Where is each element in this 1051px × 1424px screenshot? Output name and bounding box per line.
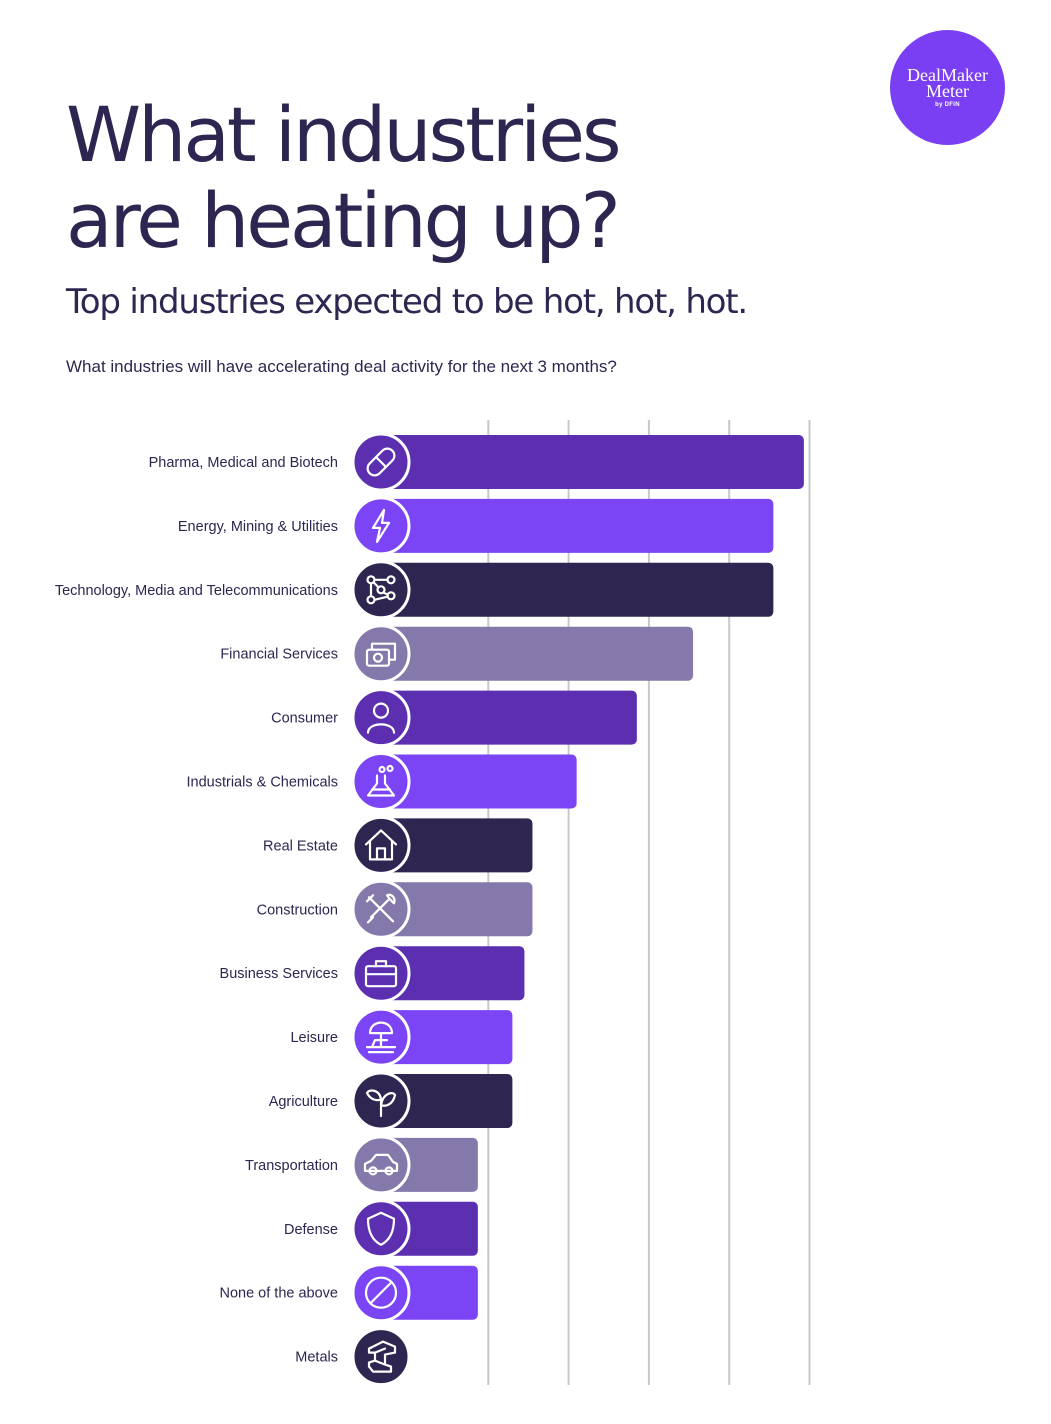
title-line-1: What industries (66, 90, 622, 179)
lightning-icon (371, 508, 391, 544)
bar (381, 562, 774, 617)
icon-badge (351, 1327, 411, 1387)
network-icon (366, 575, 396, 605)
bar (381, 818, 533, 873)
icon-badge (351, 1199, 411, 1259)
money-icon (365, 642, 397, 667)
category-label: Industrials & Chemicals (187, 775, 339, 791)
category-label: Technology, Media and Telecommunications (55, 583, 338, 599)
category-label: Real Estate (263, 838, 338, 854)
flask-icon (366, 764, 396, 797)
prohibited-icon (364, 1276, 398, 1309)
bar-row: Industrials & Chemicals (187, 752, 577, 811)
bar-row: Transportation (245, 1135, 478, 1195)
bar (381, 946, 525, 1001)
bar-row: Energy, Mining & Utilities (178, 496, 774, 556)
icon-badge (351, 1135, 411, 1195)
bar (381, 1074, 513, 1128)
title-line-2: are heating up? (66, 176, 621, 265)
icon-badge (351, 496, 411, 556)
shield-icon (366, 1211, 396, 1246)
briefcase-icon (364, 960, 398, 988)
bar-row: Metals (295, 1327, 411, 1387)
tools-icon (365, 893, 396, 924)
bar (381, 626, 694, 681)
subtitle: Top industries expected to be hot, hot, … (66, 282, 748, 322)
icon-badge (351, 815, 411, 875)
bar-row: Pharma, Medical and Biotech (149, 432, 804, 492)
bar-row: Defense (284, 1199, 478, 1259)
house-icon (364, 829, 398, 861)
logo-line-2: Meter (926, 80, 969, 101)
pill-icon (366, 447, 396, 477)
category-label: Consumer (271, 711, 338, 727)
page-title: What industries are heating up? (66, 92, 766, 264)
logo-line-3: by DFIN (935, 101, 960, 108)
chart-question: What industries will have accelerating d… (66, 357, 617, 376)
logo-line-1: DealMaker (907, 64, 988, 85)
bar-row: None of the above (219, 1263, 478, 1323)
category-label: Pharma, Medical and Biotech (149, 455, 338, 471)
bar-row: Real Estate (263, 815, 533, 875)
category-label: Leisure (290, 1030, 338, 1046)
bar (381, 435, 804, 489)
category-label: None of the above (219, 1286, 338, 1302)
bar-row: Agriculture (269, 1071, 513, 1131)
bar-row: Technology, Media and Telecommunications (55, 560, 774, 620)
bar (381, 690, 637, 745)
bar-row: Leisure (290, 1007, 513, 1067)
category-label: Business Services (220, 966, 338, 982)
bar-row: Consumer (271, 688, 637, 748)
bar-row: Business Services (220, 943, 525, 1003)
category-label: Metals (295, 1350, 338, 1366)
icon-badge (351, 752, 411, 811)
metal-beam-icon (367, 1340, 397, 1373)
dealmaker-meter-logo: DealMaker Meter by DFIN (890, 30, 1005, 145)
category-label: Defense (284, 1222, 338, 1238)
bar (381, 1010, 513, 1065)
category-label: Transportation (245, 1158, 338, 1174)
icon-badge (351, 560, 411, 620)
category-label: Energy, Mining & Utilities (178, 519, 338, 535)
category-label: Construction (257, 902, 338, 918)
bar-row: Construction (257, 879, 533, 939)
bar (381, 882, 533, 937)
car-icon (363, 1153, 399, 1176)
bar-row: Financial Services (220, 624, 694, 684)
category-label: Financial Services (220, 647, 338, 663)
category-label: Agriculture (269, 1094, 338, 1110)
person-icon (366, 702, 396, 734)
bar (381, 754, 577, 809)
beach-umbrella-icon (365, 1021, 397, 1054)
sprout-icon (365, 1089, 397, 1118)
bar (381, 498, 774, 553)
